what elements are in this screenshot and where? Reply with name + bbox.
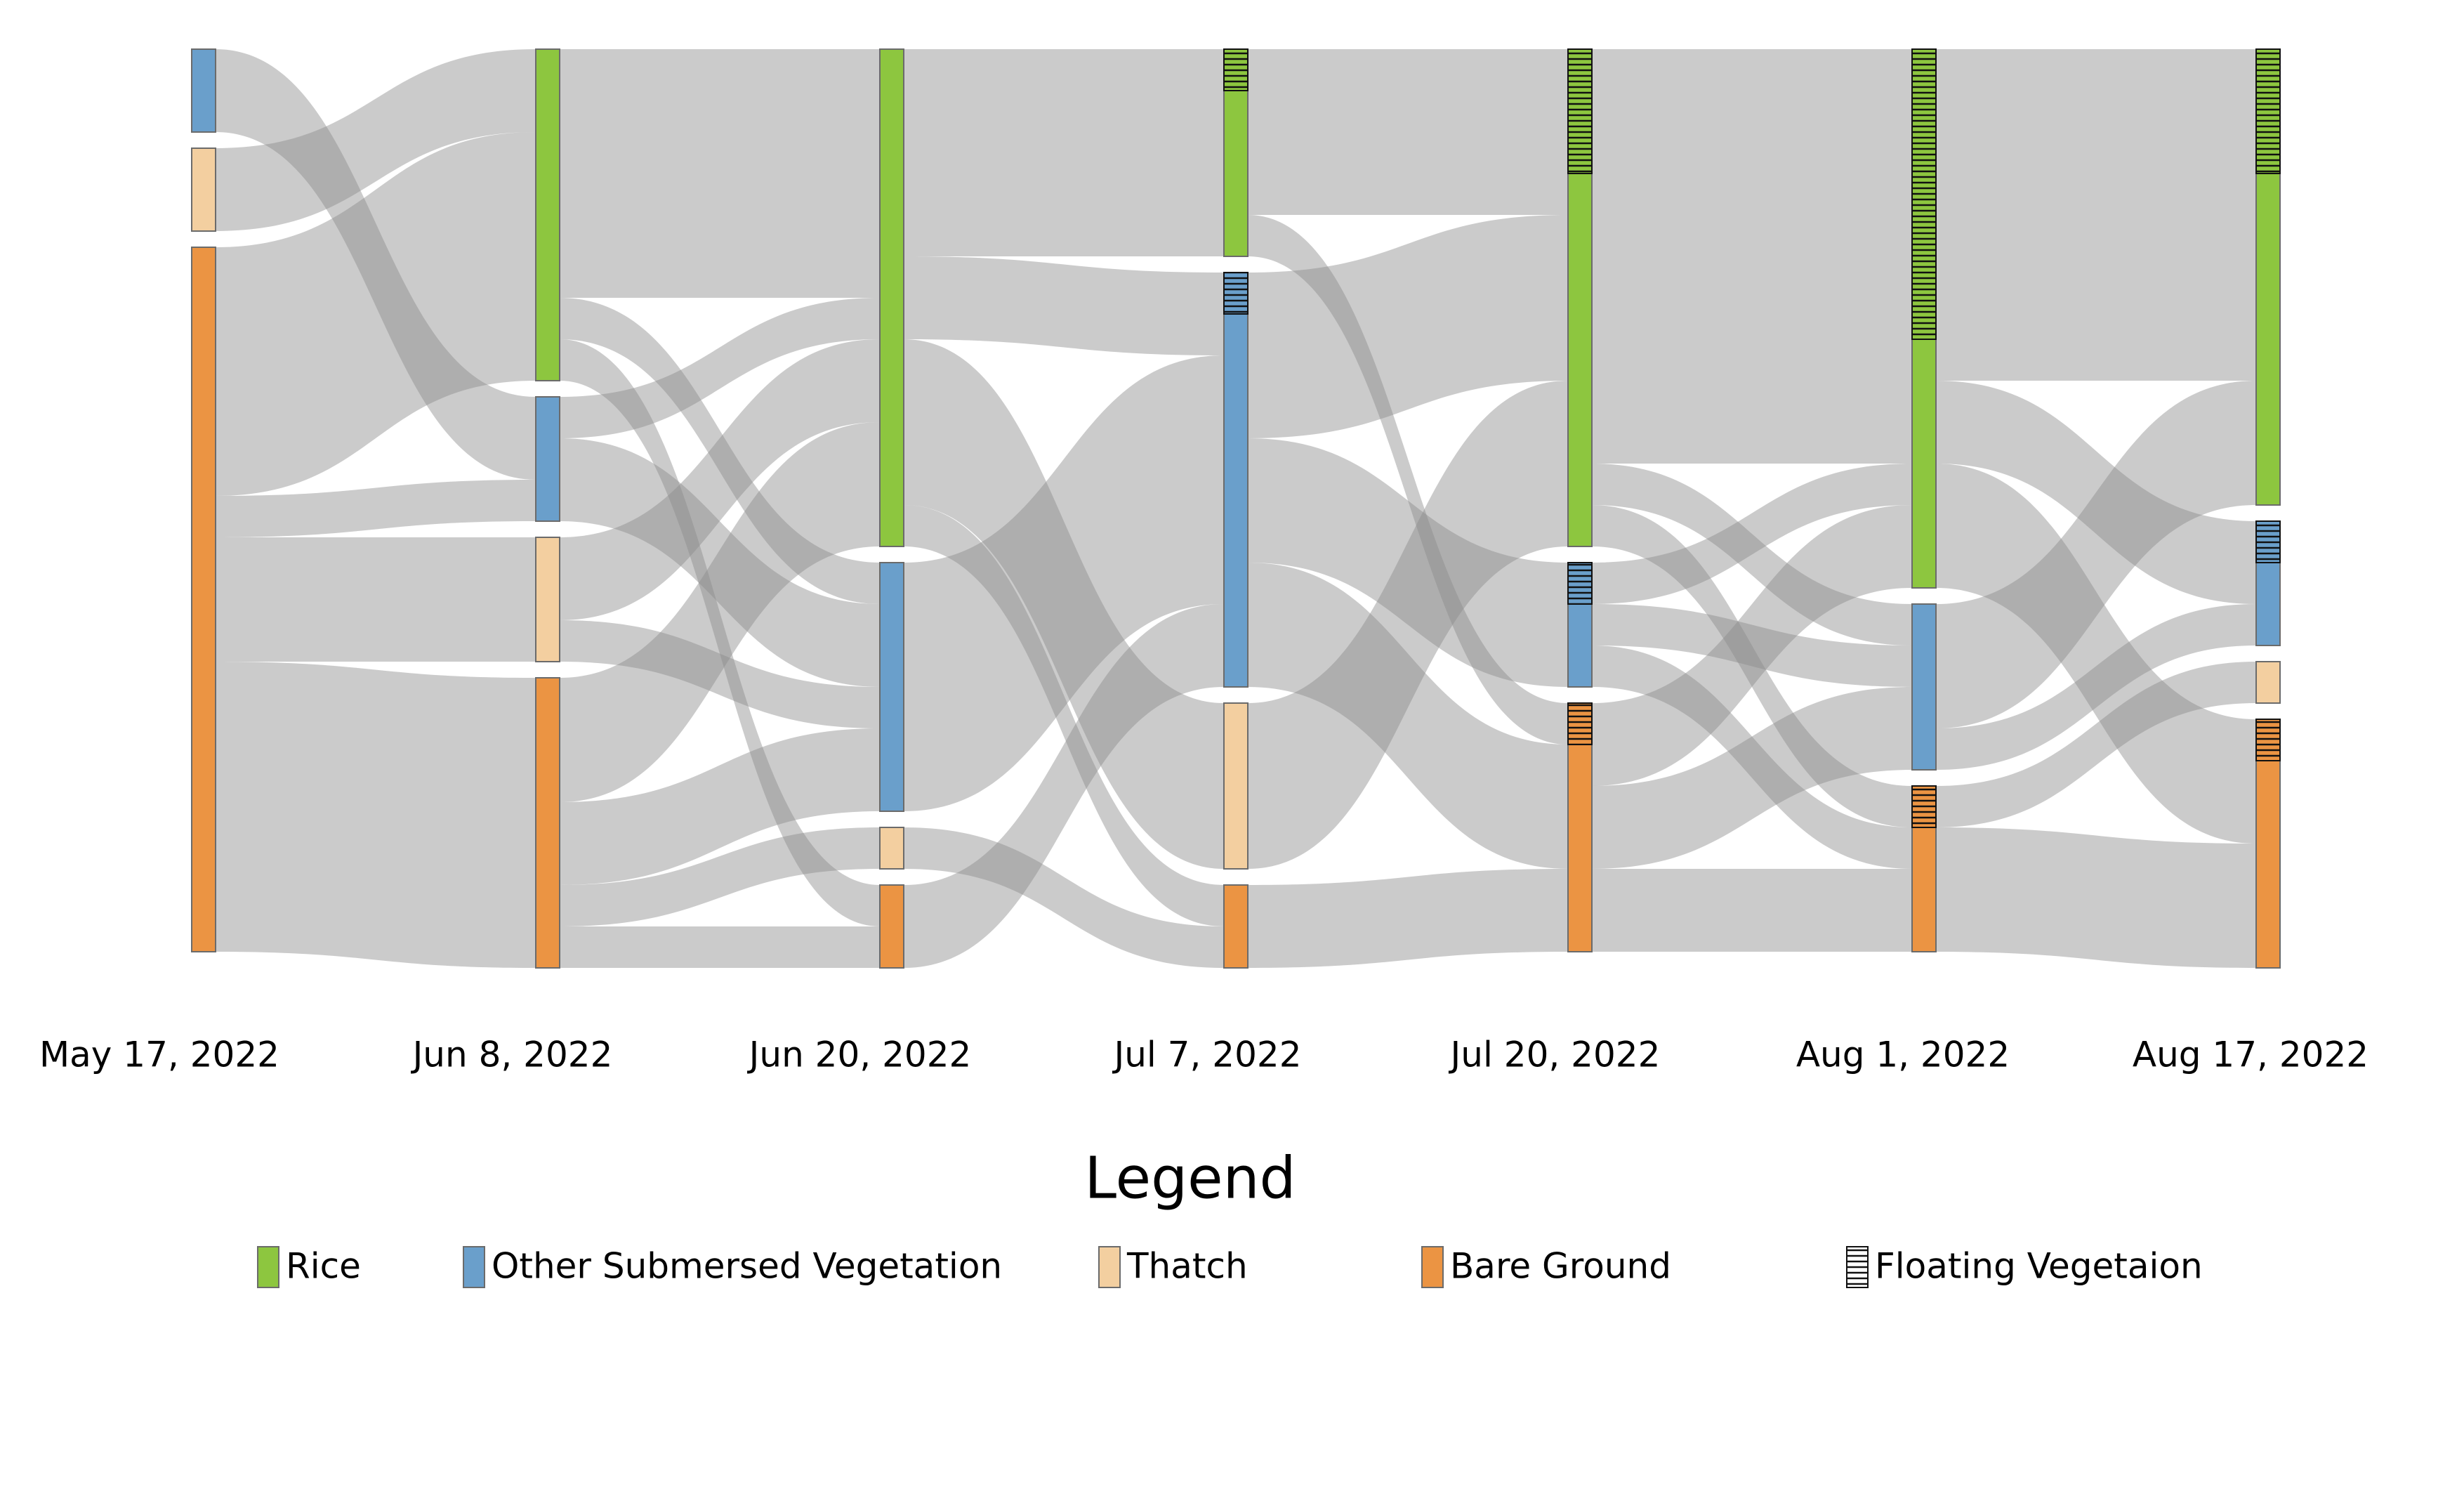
node (879, 562, 904, 812)
flow (560, 827, 880, 926)
node (1223, 884, 1249, 969)
floating-hatch (2255, 520, 2281, 563)
flow (1592, 869, 1912, 952)
flow (560, 728, 880, 885)
flow (1936, 381, 2256, 728)
node (879, 48, 904, 547)
floating-hatch (1911, 785, 1937, 828)
flow (560, 339, 880, 926)
flow (216, 537, 536, 662)
node (1223, 272, 1249, 688)
legend-swatch (257, 1246, 279, 1288)
flow (216, 132, 536, 496)
flow (904, 604, 1224, 968)
flow (1592, 464, 1912, 604)
date-label: Jul 7, 2022 (1112, 1035, 1301, 1075)
floating-hatch (2255, 719, 2281, 761)
flow (1248, 563, 1568, 869)
legend-label: Other Submersed Vegetation (492, 1246, 1002, 1287)
node (879, 884, 904, 969)
flow (904, 49, 1224, 256)
floating-hatch (1567, 562, 1593, 605)
flow (1936, 662, 2256, 827)
node (879, 827, 904, 870)
node (535, 677, 560, 969)
floating-hatch (1223, 48, 1249, 91)
flow (216, 49, 536, 480)
flow (560, 339, 880, 620)
flow (1248, 215, 1568, 745)
legend-swatch (1098, 1246, 1121, 1288)
flow (904, 256, 1224, 355)
legend: Rice Other Submersed Vegetation Thatch Bare… (257, 1246, 2203, 1288)
flow (1592, 505, 1912, 827)
node (535, 537, 560, 662)
flow (1248, 49, 1568, 215)
date-label: Jun 8, 2022 (411, 1035, 613, 1075)
flow (1936, 827, 2256, 968)
flow (1936, 604, 2256, 770)
flow (1592, 687, 1912, 869)
date-label: Jun 20, 2022 (747, 1035, 972, 1075)
flow (560, 298, 880, 438)
flow (560, 438, 880, 687)
node (2255, 661, 2281, 704)
date-label: May 17, 2022 (39, 1035, 279, 1075)
node (1911, 603, 1937, 771)
flow (1936, 49, 2256, 381)
date-label: Jul 20, 2022 (1449, 1035, 1661, 1075)
flow (560, 926, 880, 968)
flow (1936, 464, 2256, 844)
flow (1592, 604, 1912, 687)
flow (1248, 381, 1568, 869)
flow (1248, 215, 1568, 438)
flow (560, 620, 880, 728)
legend-swatch (1421, 1246, 1444, 1288)
flow (1592, 505, 1912, 786)
flow (1592, 49, 1912, 464)
node (535, 48, 560, 381)
flow (216, 49, 536, 231)
flow (904, 339, 1224, 869)
node (535, 396, 560, 522)
flow (904, 505, 1224, 926)
flow (560, 298, 880, 604)
floating-hatch (1223, 272, 1249, 315)
flow (1248, 869, 1568, 968)
flow (216, 480, 536, 537)
date-label: Aug 17, 2022 (2133, 1035, 2369, 1075)
flow (216, 662, 536, 968)
flow (904, 355, 1224, 811)
nodes (191, 48, 2281, 969)
legend-label: Bare Ground (1450, 1246, 1671, 1287)
flow (560, 422, 880, 802)
date-label: Aug 1, 2022 (1796, 1035, 2010, 1075)
legend-title: Legend (1084, 1145, 1296, 1212)
legend-label: Rice (286, 1246, 361, 1287)
flow (1592, 645, 1912, 869)
legend-swatch (1846, 1246, 1869, 1288)
node (191, 48, 216, 133)
flows (216, 49, 2256, 968)
flow (1936, 381, 2256, 604)
flow (560, 49, 880, 298)
floating-hatch (1567, 702, 1593, 745)
floating-hatch (1911, 48, 1937, 340)
legend-swatch (463, 1246, 485, 1288)
flow (1248, 438, 1568, 687)
legend-label: Thatch (1126, 1246, 1248, 1287)
flow (904, 827, 1224, 968)
node (1223, 702, 1249, 870)
legend-label: Floating Vegetaion (1875, 1246, 2203, 1287)
node (191, 148, 216, 232)
flow (1592, 464, 1912, 645)
node (191, 247, 216, 952)
floating-hatch (2255, 48, 2281, 174)
floating-hatch (1567, 48, 1593, 174)
